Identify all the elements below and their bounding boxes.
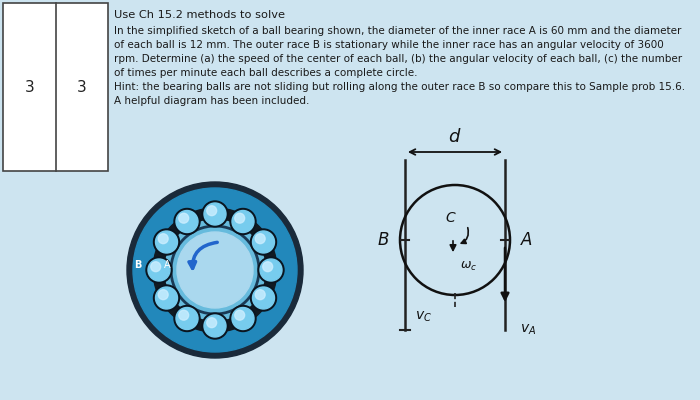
- Text: 3: 3: [25, 80, 34, 94]
- FancyArrowPatch shape: [189, 242, 217, 268]
- Circle shape: [174, 306, 200, 332]
- Circle shape: [155, 231, 178, 253]
- Circle shape: [153, 208, 277, 332]
- Circle shape: [262, 262, 272, 272]
- Text: C: C: [445, 211, 455, 225]
- Circle shape: [127, 182, 303, 358]
- Circle shape: [178, 213, 188, 223]
- Circle shape: [206, 206, 216, 216]
- Circle shape: [251, 285, 276, 311]
- Text: Hint: the bearing balls are not sliding but rolling along the outer race B so co: Hint: the bearing balls are not sliding …: [114, 82, 685, 92]
- Text: rpm. Determine (a) the speed of the center of each ball, (b) the angular velocit: rpm. Determine (a) the speed of the cent…: [114, 54, 682, 64]
- Circle shape: [253, 231, 274, 253]
- Text: A helpful diagram has been included.: A helpful diagram has been included.: [114, 96, 309, 106]
- Circle shape: [234, 213, 245, 223]
- Text: $d$: $d$: [448, 128, 462, 146]
- Circle shape: [258, 257, 284, 283]
- Circle shape: [158, 290, 168, 300]
- Circle shape: [178, 310, 188, 320]
- Circle shape: [146, 257, 172, 283]
- Circle shape: [230, 208, 256, 234]
- Text: Use Ch 15.2 methods to solve: Use Ch 15.2 methods to solve: [114, 10, 285, 20]
- Text: of each ball is 12 mm. The outer race B is stationary while the inner race has a: of each ball is 12 mm. The outer race B …: [114, 40, 664, 50]
- Circle shape: [153, 229, 179, 255]
- Bar: [3, 3, 108, 171]
- Bar: [120, 185, 315, 355]
- Text: A: A: [164, 260, 170, 270]
- Circle shape: [256, 290, 265, 300]
- Text: $v_A$: $v_A$: [520, 323, 536, 338]
- Circle shape: [256, 234, 265, 244]
- Circle shape: [150, 262, 160, 272]
- Circle shape: [260, 259, 282, 281]
- Circle shape: [202, 201, 228, 227]
- FancyArrowPatch shape: [461, 228, 468, 244]
- Text: $v_C$: $v_C$: [415, 310, 432, 324]
- Circle shape: [204, 203, 226, 225]
- Circle shape: [204, 315, 226, 337]
- Circle shape: [148, 259, 170, 281]
- Text: A: A: [522, 231, 533, 249]
- Circle shape: [251, 229, 276, 255]
- Circle shape: [232, 210, 254, 232]
- Text: $\omega_c$: $\omega_c$: [460, 260, 477, 273]
- Circle shape: [234, 310, 245, 320]
- Text: of times per minute each ball describes a complete circle.: of times per minute each ball describes …: [114, 68, 417, 78]
- Circle shape: [202, 313, 228, 339]
- Text: B: B: [134, 260, 141, 270]
- Circle shape: [153, 285, 179, 311]
- Circle shape: [230, 306, 256, 332]
- Circle shape: [176, 308, 198, 330]
- Circle shape: [133, 188, 297, 352]
- Circle shape: [155, 287, 178, 309]
- Circle shape: [206, 318, 216, 328]
- Text: In the simplified sketch of a ball bearing shown, the diameter of the inner race: In the simplified sketch of a ball beari…: [114, 26, 681, 36]
- Circle shape: [176, 210, 198, 232]
- Text: 3: 3: [77, 80, 87, 94]
- Text: B: B: [377, 231, 388, 249]
- Circle shape: [232, 308, 254, 330]
- Circle shape: [158, 234, 168, 244]
- Circle shape: [165, 220, 265, 320]
- Circle shape: [177, 232, 253, 308]
- Circle shape: [174, 208, 200, 234]
- Circle shape: [253, 287, 274, 309]
